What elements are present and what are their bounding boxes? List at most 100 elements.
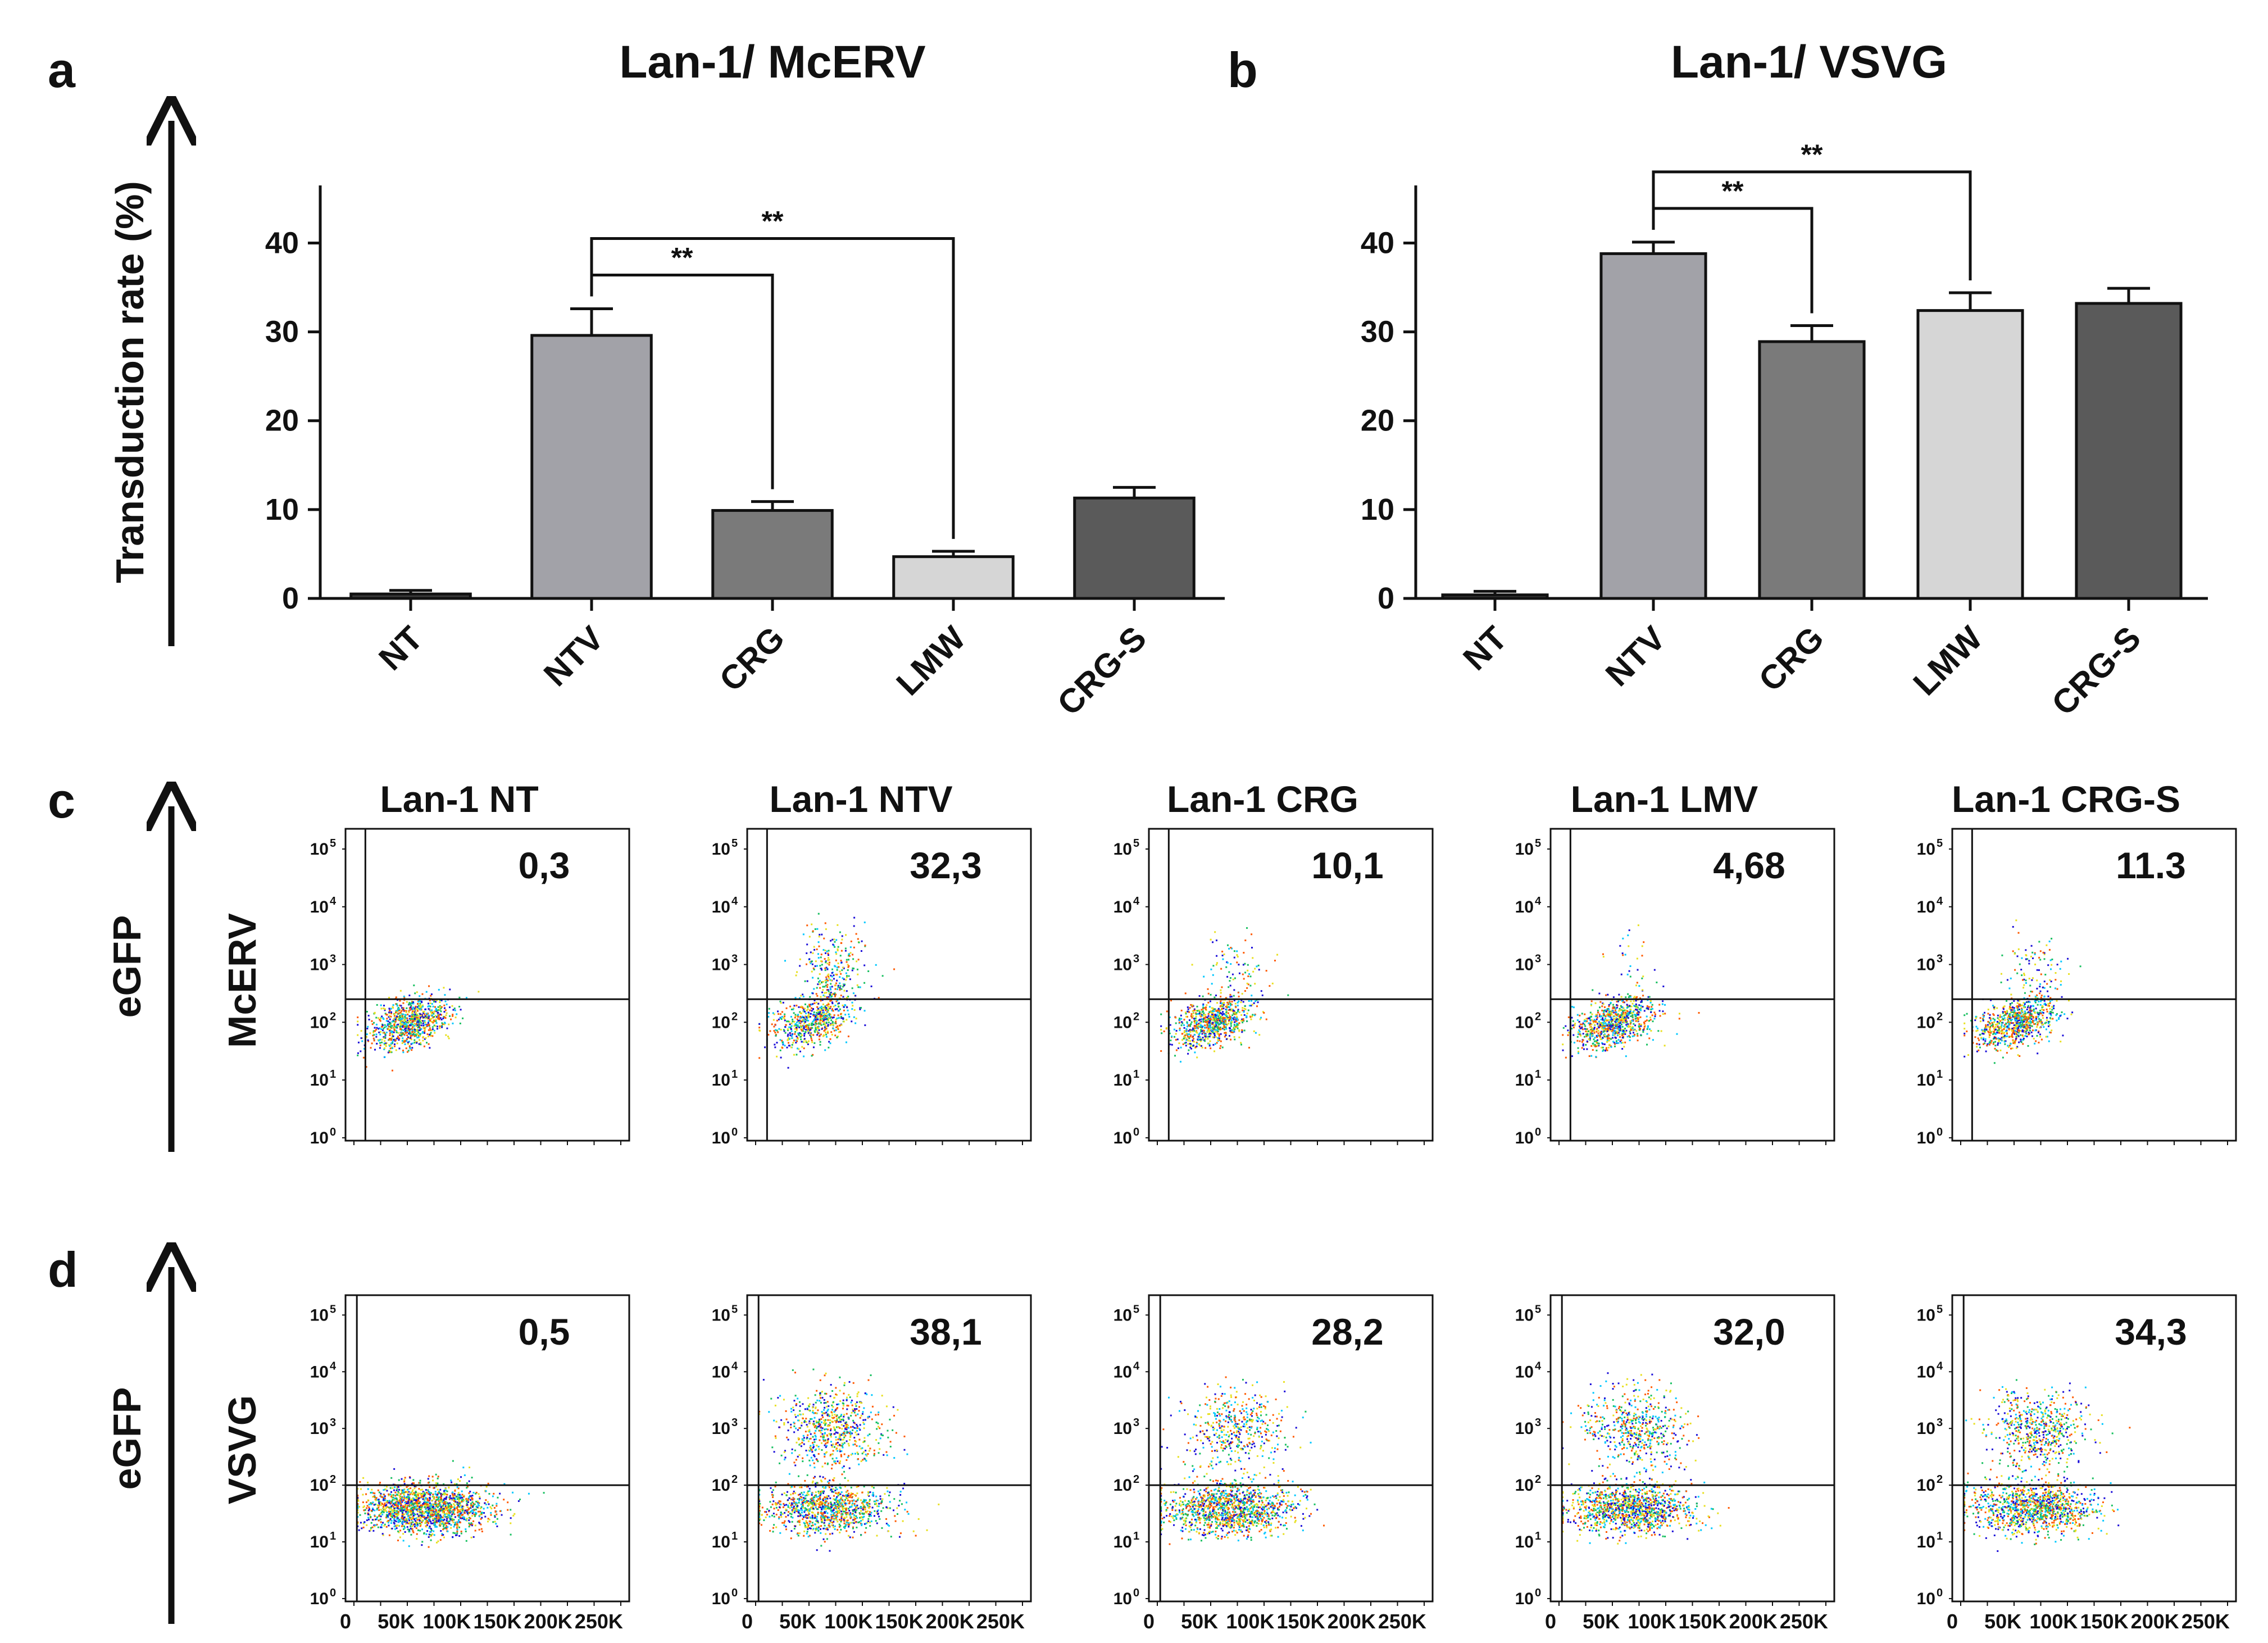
event-dot [787, 1033, 789, 1036]
event-dot [1599, 1024, 1602, 1026]
event-dot [433, 1020, 435, 1023]
event-dot [819, 987, 821, 989]
event-dot [1613, 1011, 1615, 1014]
event-dot [1212, 1032, 1214, 1034]
event-dot [807, 1006, 809, 1008]
event-dot [383, 1007, 385, 1010]
event-dot [1585, 1033, 1588, 1036]
event-dot [781, 1047, 784, 1049]
event-dot [827, 952, 829, 955]
event-dot [1610, 1026, 1612, 1028]
event-dot [1203, 1039, 1205, 1041]
event-dot [853, 946, 855, 948]
event-dot [428, 1005, 430, 1007]
event-dot [2015, 1024, 2017, 1027]
event-dot [1216, 1018, 1218, 1020]
event-dot [2026, 1029, 2028, 1032]
event-dot [1199, 1040, 1202, 1042]
event-dot [823, 1013, 825, 1015]
event-dot [2006, 1027, 2008, 1029]
event-dot [1183, 1030, 1185, 1032]
flow-y-tick-exponent: 5 [1535, 837, 1541, 850]
event-dot [802, 1024, 804, 1027]
event-dot [2032, 1016, 2034, 1019]
event-dot [427, 1024, 429, 1027]
event-dot [1579, 1040, 1581, 1042]
event-dot [1623, 1020, 1625, 1023]
event-dot [1247, 969, 1249, 972]
event-dot [1179, 1029, 1181, 1031]
event-dot [830, 983, 832, 985]
event-dot [808, 1013, 810, 1015]
event-dot [847, 966, 849, 968]
event-dot [1202, 1005, 1205, 1007]
event-dot [2028, 1032, 2030, 1034]
event-dot [424, 1038, 426, 1040]
event-dot [1192, 1015, 1194, 1017]
event-dot [1243, 978, 1245, 980]
event-dot [1615, 1027, 1617, 1029]
event-dot [778, 1013, 780, 1015]
event-dot [429, 1008, 431, 1010]
event-dot [1163, 1030, 1165, 1032]
event-dot [384, 1047, 386, 1050]
event-dot [2024, 1003, 2026, 1005]
flow-y-tick-label: 10 [310, 840, 329, 859]
event-dot [815, 1001, 817, 1004]
event-dot [401, 1022, 403, 1024]
event-dot [2017, 1014, 2019, 1016]
event-dot [2039, 1033, 2042, 1036]
event-dot [855, 995, 857, 997]
event-dot [1240, 1020, 1243, 1022]
event-dot [412, 1006, 414, 1009]
event-dot [1171, 1043, 1173, 1046]
event-dot [1243, 1007, 1246, 1010]
event-dot [428, 1014, 430, 1016]
event-dot [398, 1047, 401, 1050]
event-dot [816, 948, 818, 951]
event-dot [2006, 1035, 2008, 1037]
event-dot [1608, 1043, 1611, 1046]
event-dot [1630, 1022, 1632, 1024]
event-dot [1663, 1045, 1666, 1047]
event-dot [2052, 1018, 2054, 1020]
event-dot [439, 1006, 441, 1008]
event-dot [1987, 1043, 1989, 1045]
event-dot [433, 1001, 435, 1003]
event-dot [451, 1519, 453, 1522]
event-dot [2003, 1025, 2005, 1027]
event-dot [417, 1036, 420, 1038]
event-dot [1200, 1029, 1202, 1031]
event-dot [1229, 984, 1231, 987]
event-dot [1213, 1034, 1216, 1037]
event-dot [801, 1015, 803, 1018]
event-dot [1576, 1014, 1579, 1016]
event-dot [397, 1037, 399, 1040]
event-dot [405, 1032, 407, 1034]
event-dot [1211, 1022, 1213, 1024]
event-dot [1987, 1020, 1989, 1023]
event-dot [794, 1024, 797, 1026]
panel-letter-d: d [48, 1242, 78, 1297]
event-dot [1660, 1030, 1662, 1032]
event-dot [2043, 952, 2046, 954]
event-dot [411, 1015, 413, 1018]
event-dot [1589, 1036, 1591, 1038]
event-dot [1615, 1011, 1617, 1013]
event-dot [1188, 1019, 1190, 1022]
y-tick-label: 0 [282, 582, 299, 615]
event-dot [1217, 1019, 1219, 1021]
event-dot [1611, 1029, 1613, 1032]
event-dot [419, 1006, 421, 1009]
event-dot [834, 1034, 837, 1037]
event-dot [396, 1016, 398, 1019]
event-dot [1241, 1018, 1243, 1020]
event-dot [2068, 1000, 2070, 1002]
event-dot [1194, 1034, 1196, 1036]
event-dot [810, 1036, 812, 1038]
event-dot [792, 1008, 794, 1010]
event-dot [1631, 1016, 1634, 1019]
event-dot [1979, 1033, 1981, 1036]
event-dot [2028, 1001, 2030, 1003]
flow-y-tick-exponent: 2 [330, 1010, 336, 1023]
